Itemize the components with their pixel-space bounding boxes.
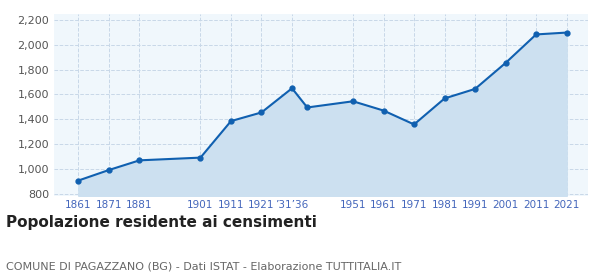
Text: COMUNE DI PAGAZZANO (BG) - Dati ISTAT - Elaborazione TUTTITALIA.IT: COMUNE DI PAGAZZANO (BG) - Dati ISTAT - … (6, 262, 401, 272)
Text: Popolazione residente ai censimenti: Popolazione residente ai censimenti (6, 214, 317, 230)
